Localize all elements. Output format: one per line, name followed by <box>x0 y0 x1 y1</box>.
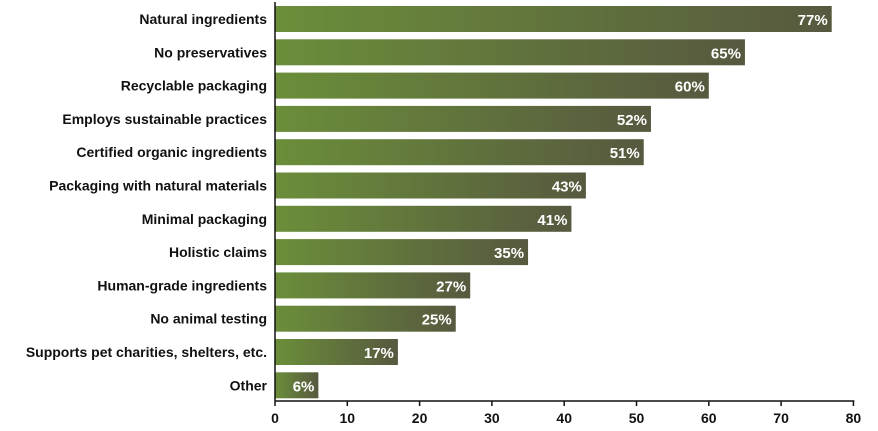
category-label: No animal testing <box>150 311 267 327</box>
data-label: 43% <box>552 179 582 196</box>
bar-employs-sustainable-practices <box>275 105 651 132</box>
category-label: Recyclable packaging <box>121 78 267 94</box>
category-label: Minimal packaging <box>142 211 267 227</box>
data-label: 52% <box>617 112 647 129</box>
bar-supports-pet-charities-shelters-etc <box>275 339 398 365</box>
data-label: 41% <box>537 212 567 229</box>
x-tick-label: 30 <box>484 410 500 426</box>
data-label: 6% <box>293 378 315 395</box>
x-tick-label: 10 <box>340 410 356 426</box>
data-label: 65% <box>711 45 741 62</box>
data-label: 51% <box>610 145 640 162</box>
category-label: Employs sustainable practices <box>62 111 267 127</box>
data-label: 60% <box>675 79 705 96</box>
data-label: 27% <box>436 278 466 295</box>
bar-no-preservatives <box>275 39 745 66</box>
data-label: 25% <box>422 312 452 329</box>
bar-human-grade-ingredients <box>275 272 471 299</box>
bar-packaging-with-natural-materials <box>275 172 586 199</box>
category-label: Human-grade ingredients <box>97 277 267 293</box>
x-tick-label: 70 <box>773 410 789 426</box>
category-label: No preservatives <box>154 44 267 60</box>
data-label: 17% <box>364 345 394 362</box>
bar-minimal-packaging <box>275 205 572 232</box>
bar-natural-ingredients <box>275 6 832 32</box>
bar-holistic-claims <box>275 239 529 266</box>
category-label: Supports pet charities, shelters, etc. <box>26 344 267 360</box>
category-label: Natural ingredients <box>139 11 267 27</box>
x-axis: 0 10 20 30 40 50 60 70 80 <box>271 2 861 426</box>
x-tick-label: 80 <box>846 410 862 426</box>
x-tick-label: 40 <box>556 410 572 426</box>
data-label: 35% <box>494 245 524 262</box>
bar-certified-organic-ingredients <box>275 139 644 166</box>
x-tick-label: 0 <box>271 410 279 426</box>
category-label: Certified organic ingredients <box>76 144 267 160</box>
category-label: Holistic claims <box>169 244 267 260</box>
category-label: Packaging with natural materials <box>49 178 267 194</box>
bar-recyclable-packaging <box>275 72 709 99</box>
bar-no-animal-testing <box>275 305 456 332</box>
bars-group: Natural ingredients 77% No preservatives 65… <box>26 6 832 399</box>
x-tick-label: 50 <box>629 410 645 426</box>
category-label: Other <box>230 377 268 393</box>
x-tick-label: 20 <box>412 410 428 426</box>
data-label: 77% <box>798 12 828 29</box>
bar-other <box>275 372 319 399</box>
x-tick-label: 60 <box>701 410 717 426</box>
